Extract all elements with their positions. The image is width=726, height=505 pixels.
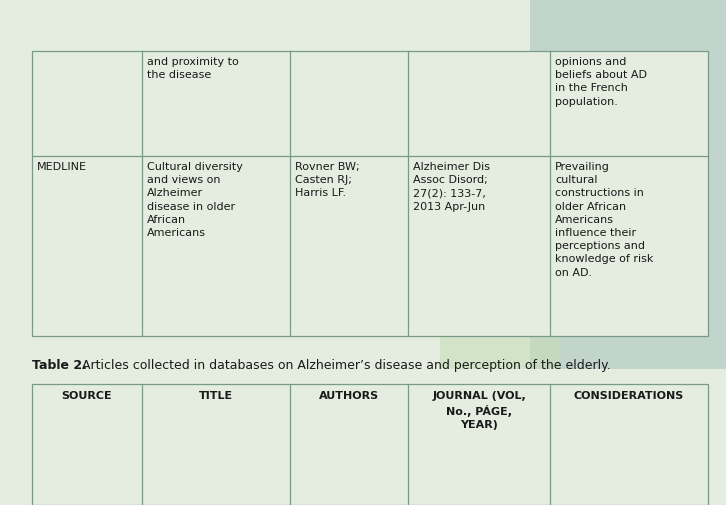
Bar	[32, 157, 142, 336]
Bar	[550, 157, 708, 336]
Bar	[568, 0, 726, 55]
Text: CONSIDERATIONS: CONSIDERATIONS	[574, 390, 684, 400]
Text: MEDLINE: MEDLINE	[37, 162, 87, 172]
Bar	[308, 90, 463, 244]
Text: Prevailing
cultural
constructions in
older African
Americans
influence their
per: Prevailing cultural constructions in old…	[555, 162, 653, 277]
Bar	[408, 52, 550, 157]
Text: SOURCE: SOURCE	[62, 390, 113, 400]
Bar	[530, 0, 726, 369]
Bar	[440, 249, 560, 369]
Text: opinions and
beliefs about AD
in the French
population.: opinions and beliefs about AD in the Fre…	[555, 57, 647, 107]
Text: JOURNAL (VOL,
No., PÁGE,
YEAR): JOURNAL (VOL, No., PÁGE, YEAR)	[432, 390, 526, 429]
Bar	[32, 384, 708, 505]
Bar	[32, 52, 708, 336]
Text: Rovner BW;
Casten RJ;
Harris LF.: Rovner BW; Casten RJ; Harris LF.	[295, 162, 359, 198]
Text: Alzheimer Dis
Assoc Disord;
27(2): 133-7,
2013 Apr-Jun: Alzheimer Dis Assoc Disord; 27(2): 133-7…	[413, 162, 490, 211]
Text: TITLE: TITLE	[199, 390, 233, 400]
Bar	[408, 157, 550, 336]
Text: Articles collected in databases on Alzheimer’s disease and perception of the eld: Articles collected in databases on Alzhe…	[78, 358, 611, 371]
Text: Cultural diversity
and views on
Alzheimer
disease in older
African
Americans: Cultural diversity and views on Alzheime…	[147, 162, 243, 237]
Text: Table 2.: Table 2.	[32, 358, 87, 371]
Bar	[550, 52, 708, 157]
Bar	[142, 52, 290, 157]
Text: AUTHORS: AUTHORS	[319, 390, 379, 400]
Bar	[290, 52, 408, 157]
Polygon shape	[310, 389, 460, 505]
Text: and proximity to
the disease: and proximity to the disease	[147, 57, 239, 80]
Bar	[290, 157, 408, 336]
Bar	[142, 157, 290, 336]
Bar	[32, 52, 142, 157]
